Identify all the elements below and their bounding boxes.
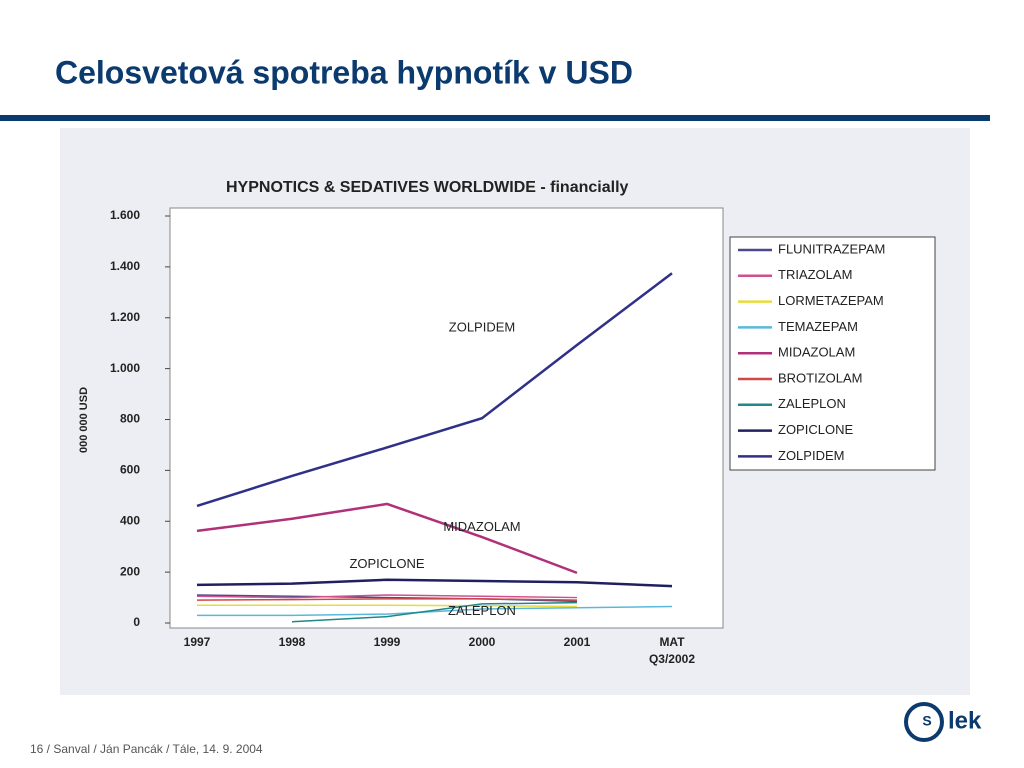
- y-tick-label: 200: [120, 564, 140, 578]
- x-tick-label: 2001: [564, 635, 591, 649]
- footer: 16 / Sanval / Ján Pancák / Tále, 14. 9. …: [30, 742, 263, 756]
- legend-label: TRIAZOLAM: [778, 267, 852, 282]
- slide-title: Celosvetová spotreba hypnotík v USD: [55, 54, 633, 90]
- y-tick-label: 1.000: [110, 361, 140, 375]
- x-tick-label: 2000: [469, 635, 496, 649]
- y-axis-label: 000 000 USD: [78, 387, 90, 453]
- series-line: [196, 598, 578, 601]
- plot-area: [169, 207, 724, 629]
- x-tick-label: 1998: [279, 635, 306, 649]
- legend-label: ZALEPLON: [778, 396, 846, 411]
- series-line: [196, 502, 578, 575]
- legend-label: TEMAZEPAM: [778, 319, 858, 334]
- series-line: [196, 578, 673, 588]
- series-line: [197, 605, 673, 617]
- y-tick-label: 1.600: [110, 208, 140, 222]
- series-line: [196, 272, 673, 508]
- chart-title: HYPNOTICS & SEDATIVES WORLDWIDE - financ…: [226, 179, 629, 196]
- logo-glyph: S: [922, 713, 931, 729]
- legend-label: FLUNITRAZEPAM: [778, 241, 885, 256]
- y-tick-label: 800: [120, 412, 140, 426]
- x-tick-label: MAT Q3/2002: [649, 635, 695, 666]
- y-tick-label: 0: [133, 615, 140, 629]
- legend-label: ZOLPIDEM: [778, 448, 844, 463]
- legend-label: ZOPICLONE: [778, 422, 853, 437]
- annotation: ZALEPLON: [448, 603, 516, 618]
- annotation: ZOPICLONE: [349, 556, 424, 571]
- title-rule: [0, 115, 990, 121]
- legend-label: BROTIZOLAM: [778, 370, 863, 385]
- series-line: [197, 604, 578, 608]
- series-line: [291, 601, 578, 623]
- chart: 0 200 400 600 800 1.000 1.200 1.400 1.600 1997 199…: [110, 208, 885, 666]
- annotation: ZOLPIDEM: [449, 319, 515, 334]
- series-line: [196, 594, 578, 599]
- x-tick-label: 1999: [374, 635, 401, 649]
- x-tick-label: 1997: [184, 635, 211, 649]
- y-tick-label: 1.400: [110, 259, 140, 273]
- y-tick-label: 1.200: [110, 310, 140, 324]
- y-tick-label: 600: [120, 463, 140, 477]
- logo-text: lek: [948, 707, 982, 734]
- legend-label: MIDAZOLAM: [778, 345, 855, 360]
- y-tick-label: 400: [120, 513, 140, 527]
- legend-label: LORMETAZEPAM: [778, 293, 884, 308]
- logo-mark: [904, 702, 944, 742]
- annotation: MIDAZOLAM: [443, 519, 520, 534]
